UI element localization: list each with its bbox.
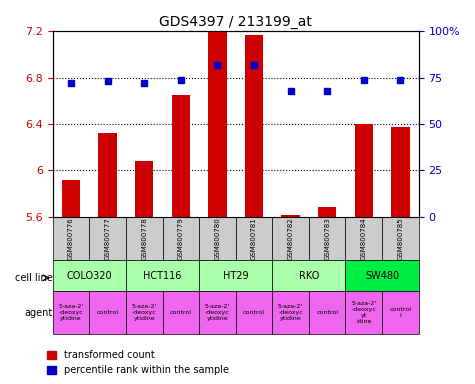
Bar	[355, 124, 373, 217]
FancyBboxPatch shape	[199, 291, 236, 334]
Text: HCT116: HCT116	[143, 270, 182, 281]
Bar	[391, 127, 409, 217]
Text: GSM800780: GSM800780	[214, 217, 220, 260]
FancyBboxPatch shape	[345, 217, 382, 260]
Bar	[135, 161, 153, 217]
Text: control: control	[316, 310, 338, 315]
Text: HT29: HT29	[223, 270, 248, 281]
FancyBboxPatch shape	[309, 291, 345, 334]
FancyBboxPatch shape	[236, 217, 272, 260]
Text: GSM800784: GSM800784	[361, 217, 367, 260]
Text: RKO: RKO	[299, 270, 319, 281]
Text: SW480: SW480	[365, 270, 399, 281]
FancyBboxPatch shape	[199, 260, 272, 291]
Text: control: control	[170, 310, 192, 315]
FancyBboxPatch shape	[53, 217, 89, 260]
FancyBboxPatch shape	[126, 291, 162, 334]
Legend: transformed count, percentile rank within the sample: transformed count, percentile rank withi…	[43, 346, 233, 379]
FancyBboxPatch shape	[345, 291, 382, 334]
Text: control: control	[96, 310, 119, 315]
FancyBboxPatch shape	[162, 217, 199, 260]
Text: 5-aza-2'
-deoxyc
yt
idine: 5-aza-2' -deoxyc yt idine	[351, 301, 376, 324]
Text: 5-aza-2'
-deoxyc
ytidine: 5-aza-2' -deoxyc ytidine	[205, 305, 230, 321]
Bar	[98, 133, 117, 217]
Bar	[62, 180, 80, 217]
FancyBboxPatch shape	[89, 217, 126, 260]
Text: GSM800779: GSM800779	[178, 217, 184, 260]
Text: GSM800785: GSM800785	[398, 217, 403, 260]
Text: GSM800783: GSM800783	[324, 217, 330, 260]
Text: control
l: control l	[390, 307, 411, 318]
Text: COLO320: COLO320	[66, 270, 112, 281]
Bar	[171, 95, 190, 217]
FancyBboxPatch shape	[272, 217, 309, 260]
FancyBboxPatch shape	[126, 217, 162, 260]
Bar	[245, 35, 263, 217]
Text: 5-aza-2'
-deoxyc
ytidine: 5-aza-2' -deoxyc ytidine	[132, 305, 157, 321]
Text: GSM800782: GSM800782	[287, 217, 294, 260]
FancyBboxPatch shape	[309, 217, 345, 260]
Text: agent: agent	[25, 308, 53, 318]
FancyBboxPatch shape	[272, 291, 309, 334]
Text: 5-aza-2'
-deoxyc
ytidine: 5-aza-2' -deoxyc ytidine	[278, 305, 303, 321]
FancyBboxPatch shape	[126, 260, 199, 291]
FancyBboxPatch shape	[162, 291, 199, 334]
FancyBboxPatch shape	[382, 291, 418, 334]
Text: 5-aza-2'
-deoxyc
ytidine: 5-aza-2' -deoxyc ytidine	[58, 305, 84, 321]
FancyBboxPatch shape	[89, 291, 126, 334]
FancyBboxPatch shape	[236, 291, 272, 334]
FancyBboxPatch shape	[382, 217, 418, 260]
FancyBboxPatch shape	[53, 291, 89, 334]
Bar	[208, 31, 227, 217]
Text: cell line: cell line	[15, 273, 53, 283]
FancyBboxPatch shape	[345, 260, 418, 291]
Bar	[318, 207, 336, 217]
Text: GSM800776: GSM800776	[68, 217, 74, 260]
Text: GSM800777: GSM800777	[104, 217, 111, 260]
FancyBboxPatch shape	[199, 217, 236, 260]
Bar	[282, 215, 300, 217]
Text: control: control	[243, 310, 265, 315]
FancyBboxPatch shape	[53, 260, 126, 291]
FancyBboxPatch shape	[272, 260, 345, 291]
Text: GSM800778: GSM800778	[141, 217, 147, 260]
Title: GDS4397 / 213199_at: GDS4397 / 213199_at	[159, 15, 312, 29]
Text: GSM800781: GSM800781	[251, 217, 257, 260]
